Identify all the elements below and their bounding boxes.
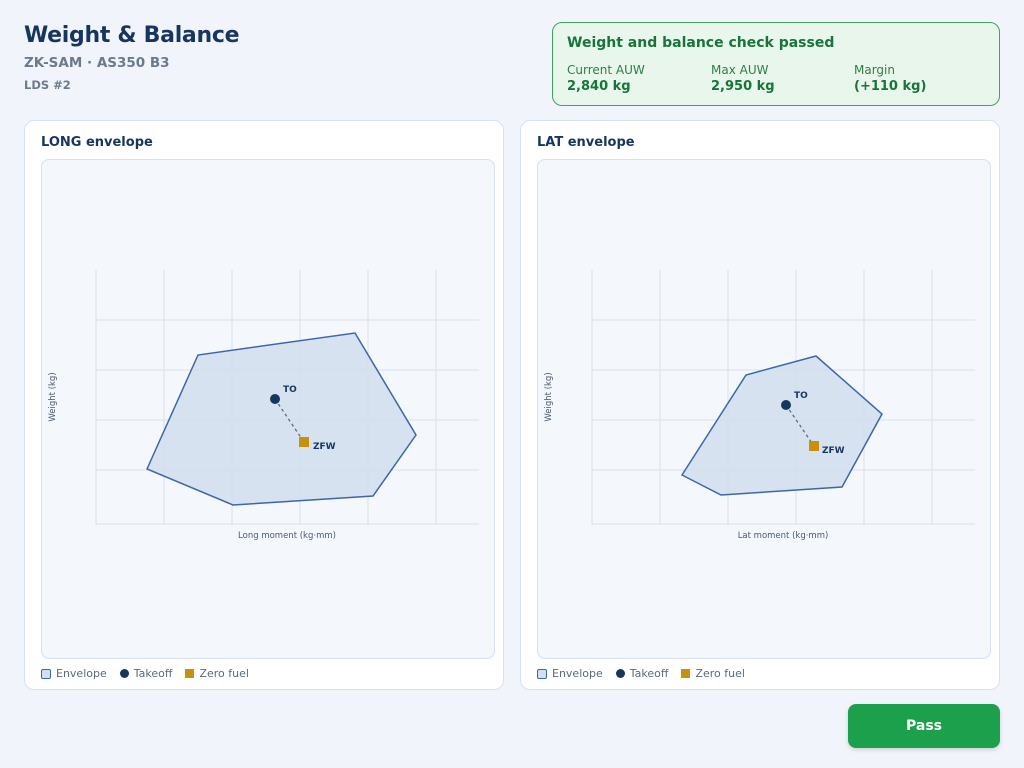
to-zfw-connector (785, 404, 815, 447)
lat-envelope-chart: TO ZFW Lat moment (kg·mm) Weight (kg) (537, 159, 991, 659)
panel-title: LAT envelope (537, 135, 635, 150)
legend-envelope: Envelope (537, 667, 603, 680)
legend: Envelope Takeoff Zero fuel (41, 667, 262, 680)
envelope-swatch (537, 668, 547, 679)
stat-margin: Margin (+110 kg) (854, 63, 926, 94)
stat-label: Max AUW (711, 63, 769, 77)
long-envelope-svg: TO ZFW Long moment (kg·mm) Weight (kg) (48, 270, 479, 541)
x-axis-label: Lat moment (kg·mm) (738, 531, 829, 541)
status-message: Weight and balance check passed (567, 35, 835, 51)
zero-fuel-point (299, 437, 309, 447)
takeoff-point (270, 394, 280, 404)
takeoff-swatch (119, 669, 129, 678)
x-axis-label: Long moment (kg·mm) (238, 531, 336, 541)
panel-title: LONG envelope (41, 135, 153, 150)
stat-value: (+110 kg) (854, 79, 927, 94)
status-card: Weight and balance check passed Current … (552, 22, 1000, 106)
takeoff-label: TO (794, 391, 808, 401)
legend-label: Envelope (56, 667, 107, 680)
legend-label: Zero fuel (199, 667, 249, 680)
zero-fuel-label: ZFW (313, 442, 336, 452)
long-envelope-chart: TO ZFW Long moment (kg·mm) Weight (kg) (41, 159, 495, 659)
aircraft-subtitle: ZK-SAM · AS350 B3 (24, 55, 170, 71)
legend-takeoff: Takeoff (119, 667, 173, 680)
envelope-swatch (41, 668, 51, 679)
legend: Envelope Takeoff Zero fuel (537, 667, 758, 680)
stat-max-auw: Max AUW 2,950 kg (711, 63, 775, 94)
page-title: Weight & Balance (24, 23, 240, 48)
legend-zero-fuel: Zero fuel (681, 667, 745, 680)
stat-current-auw: Current AUW 2,840 kg (567, 63, 645, 94)
legend-takeoff: Takeoff (615, 667, 669, 680)
legend-envelope: Envelope (41, 667, 107, 680)
lat-envelope-polygon (680, 355, 883, 496)
legend-label: Envelope (552, 667, 603, 680)
takeoff-label: TO (283, 385, 297, 395)
stat-value: 2,840 kg (567, 79, 631, 94)
legend-label: Takeoff (629, 667, 669, 680)
y-axis-label: Weight (kg) (48, 372, 58, 421)
zero-fuel-label: ZFW (822, 446, 845, 456)
to-zfw-connector (274, 398, 305, 443)
lat-envelope-svg: TO ZFW Lat moment (kg·mm) Weight (kg) (544, 270, 975, 541)
legend-label: Zero fuel (695, 667, 745, 680)
zero-fuel-swatch (681, 669, 691, 678)
stat-label: Current AUW (567, 63, 645, 77)
legend-label: Takeoff (133, 667, 173, 680)
zero-fuel-point (809, 441, 819, 451)
y-axis-label: Weight (kg) (544, 372, 554, 421)
lat-envelope-panel: LAT envelope TO ZFW Lat moment (k (520, 120, 1000, 690)
lds-label: LDS #2 (24, 78, 71, 92)
long-envelope-polygon (146, 332, 417, 506)
pass-button[interactable]: Pass (848, 704, 1000, 748)
zero-fuel-swatch (185, 669, 195, 678)
takeoff-swatch (615, 669, 625, 678)
takeoff-point (781, 400, 791, 410)
stat-label: Margin (854, 63, 895, 77)
long-envelope-panel: LONG envelope TO ZFW Long moment (24, 120, 504, 690)
stat-value: 2,950 kg (711, 79, 775, 94)
legend-zero-fuel: Zero fuel (185, 667, 249, 680)
